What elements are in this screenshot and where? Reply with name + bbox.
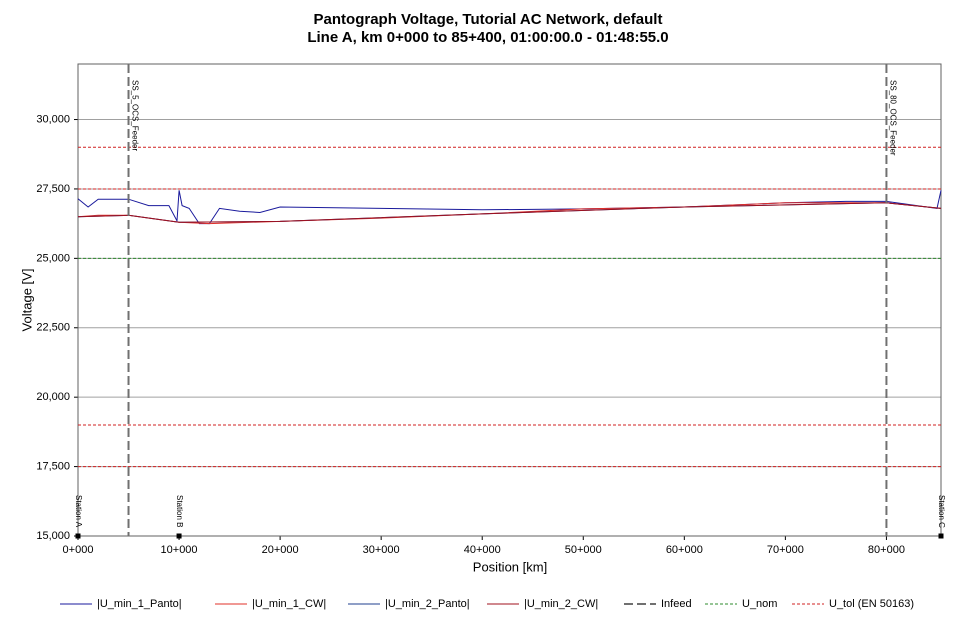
infeed-label: SS_5_OCS_Feeder: [130, 80, 139, 151]
legend-label: Infeed: [661, 598, 692, 610]
station-label: Station A: [74, 495, 83, 528]
y-tick-label: 20,000: [36, 391, 70, 403]
y-axis-title: Voltage [V]: [19, 269, 34, 332]
x-tick-label: 20+000: [262, 544, 299, 556]
station-marker: [176, 533, 182, 539]
station-label: Station B: [175, 495, 184, 527]
y-tick-label: 27,500: [36, 183, 70, 195]
series-line: [77, 202, 942, 223]
infeed-label: SS_80_OCS_Feeder: [888, 80, 897, 156]
y-tick-label: 15,000: [36, 530, 70, 542]
station-marker: [938, 533, 944, 539]
station-label: Station C: [937, 495, 946, 528]
legend-label: U_tol (EN 50163): [829, 598, 914, 610]
x-tick-label: 0+000: [63, 544, 94, 556]
legend-label: |U_min_2_Panto|: [385, 598, 470, 610]
plot-frame: [77, 63, 942, 537]
x-tick-label: 80+000: [868, 544, 905, 556]
x-tick-label: 50+000: [565, 544, 602, 556]
legend-label: |U_min_1_Panto|: [97, 598, 182, 610]
legend-label: U_nom: [742, 598, 777, 610]
x-tick-label: 70+000: [767, 544, 804, 556]
y-tick-label: 17,500: [36, 460, 70, 472]
y-tick-label: 30,000: [36, 113, 70, 125]
y-tick-label: 22,500: [36, 322, 70, 334]
series-line: [77, 190, 942, 225]
legend-label: |U_min_2_CW|: [524, 598, 598, 610]
x-tick-label: 10+000: [161, 544, 198, 556]
chart-subtitle: Line A, km 0+000 to 85+400, 01:00:00.0 -…: [307, 29, 668, 46]
station-marker: [75, 533, 81, 539]
x-tick-label: 60+000: [666, 544, 703, 556]
chart-title: Pantograph Voltage, Tutorial AC Network,…: [314, 11, 663, 28]
x-tick-label: 40+000: [464, 544, 501, 556]
x-axis-title: Position [km]: [473, 559, 547, 574]
y-tick-label: 25,000: [36, 252, 70, 264]
x-tick-label: 30+000: [363, 544, 400, 556]
legend-label: |U_min_1_CW|: [252, 598, 326, 610]
